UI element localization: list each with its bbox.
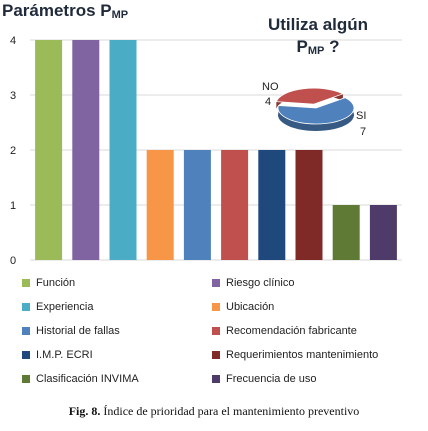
legend-swatch (22, 351, 30, 359)
chart: Parámetros PMP 0 1 2 3 4 Utiliza algún PMP ?… (2, 1, 402, 267)
bar-9 (332, 205, 360, 260)
bar-1 (35, 40, 63, 260)
legend-label: Riesgo clínico (226, 277, 295, 289)
bar-2 (72, 40, 100, 260)
legend-item: Experiencia (22, 300, 93, 314)
pie-value-no: 4 (265, 96, 271, 108)
legend-swatch (22, 327, 30, 335)
bar-6 (221, 150, 249, 260)
legend-swatch (22, 303, 30, 311)
bars (35, 40, 397, 260)
legend-label: Historial de fallas (36, 325, 120, 337)
legend-item: Frecuencia de uso (212, 372, 317, 386)
figure-caption: Fig. 8. Índice de prioridad para el mant… (0, 404, 428, 419)
pie-label-no: NO (262, 81, 279, 93)
legend-label: Clasificación INVIMA (36, 373, 139, 385)
legend: Función Riesgo clínico Experiencia Ubicació… (8, 276, 420, 396)
legend-item: Ubicación (212, 300, 274, 314)
pie-slice-si (277, 97, 355, 125)
pie-chart: NO 4 SI 7 (262, 81, 366, 138)
legend-swatch (212, 279, 220, 287)
legend-swatch (212, 303, 220, 311)
legend-item: Clasificación INVIMA (22, 372, 139, 386)
legend-label: Experiencia (36, 301, 94, 313)
bar-chart-title: Parámetros PMP (2, 1, 128, 21)
legend-label: Frecuencia de uso (226, 373, 317, 385)
pie-slice-side-si (277, 97, 354, 131)
legend-item: Requerimientos mantenimiento (212, 348, 378, 362)
caption-text: Índice de prioridad para el mantenimient… (100, 404, 360, 418)
legend-label: Ubicación (226, 301, 275, 313)
y-tick-label: 1 (10, 200, 16, 212)
pie-slice-no (275, 87, 344, 105)
legend-label: I.M.P. ECRI (36, 349, 93, 361)
legend-swatch (212, 351, 220, 359)
bar-4 (146, 150, 174, 260)
pie-chart-title-line2: PMP ? (297, 37, 340, 57)
bar-10 (369, 205, 397, 260)
legend-item: Riesgo clínico (212, 276, 294, 290)
legend-item: Historial de fallas (22, 324, 120, 338)
legend-swatch (22, 375, 30, 383)
legend-item: Recomendación fabricante (212, 324, 357, 338)
pie-chart-title: Utiliza algún (268, 15, 368, 34)
legend-swatch (212, 327, 220, 335)
y-tick-label: 3 (10, 90, 16, 102)
y-tick-label: 4 (10, 35, 16, 47)
y-tick-label: 0 (10, 255, 16, 267)
y-tick-label: 2 (10, 145, 16, 157)
legend-swatch (22, 279, 30, 287)
legend-swatch (212, 375, 220, 383)
pie-value-si: 7 (360, 126, 366, 138)
legend-item: I.M.P. ECRI (22, 348, 93, 362)
bar-3 (109, 40, 137, 260)
legend-label: Requerimientos mantenimiento (226, 349, 379, 361)
bar-8 (295, 150, 323, 260)
legend-label: Recomendación fabricante (226, 325, 357, 337)
bar-5 (183, 150, 211, 260)
y-axis: 0 1 2 3 4 (10, 35, 16, 267)
pie-label-si: SI (356, 110, 366, 122)
legend-label: Función (36, 277, 76, 289)
legend-item: Función (22, 276, 75, 290)
bar-7 (258, 150, 286, 260)
caption-label: Fig. 8. (68, 404, 101, 418)
